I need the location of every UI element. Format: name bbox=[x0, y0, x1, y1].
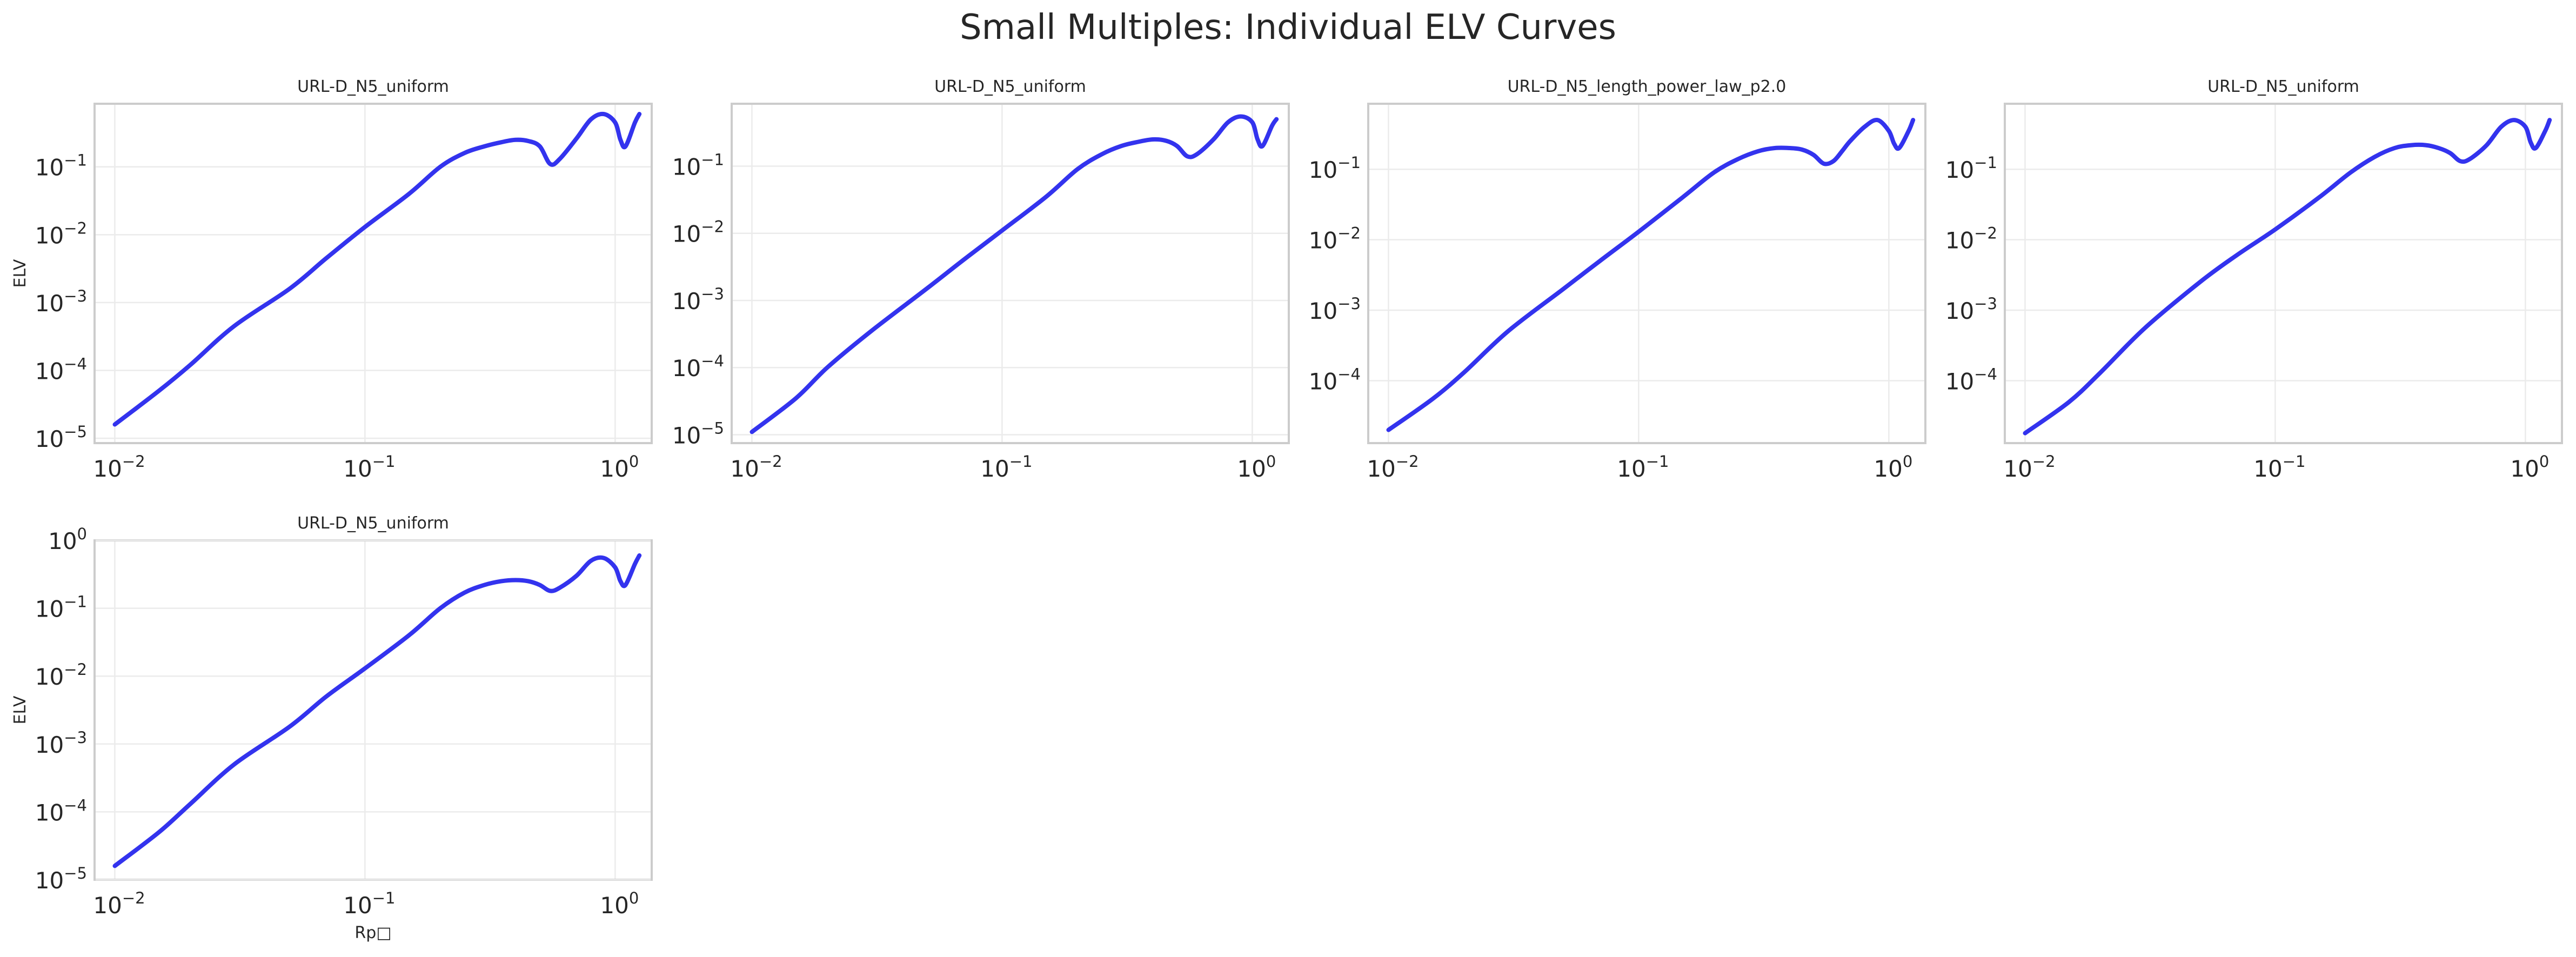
y-tick-label: 10−5 bbox=[35, 423, 87, 452]
x-tick-label: 100 bbox=[600, 889, 639, 919]
figure-title: Small Multiples: Individual ELV Curves bbox=[960, 8, 1616, 48]
y-tick-label: 10−4 bbox=[35, 355, 87, 385]
y-tick-label: 10−3 bbox=[672, 285, 724, 314]
y-tick-label: 10−1 bbox=[1945, 153, 1997, 183]
plot-area bbox=[731, 103, 1290, 444]
y-tick-label: 10−2 bbox=[1945, 224, 1997, 254]
y-tick-label: 10−3 bbox=[35, 287, 87, 317]
x-tick-label: 10−1 bbox=[343, 889, 395, 919]
y-tick-label: 10−3 bbox=[1309, 295, 1361, 324]
y-tick-label: 10−3 bbox=[1945, 295, 1997, 324]
y-axis-label: ELV bbox=[11, 695, 30, 724]
x-tick-label: 10−1 bbox=[343, 452, 395, 482]
y-tick-label: 10−4 bbox=[1309, 365, 1361, 394]
elv-curve bbox=[2023, 118, 2552, 436]
y-tick-label: 10−4 bbox=[35, 796, 87, 826]
y-tick-label: 10−3 bbox=[35, 728, 87, 758]
y-tick-label: 10−4 bbox=[672, 352, 724, 382]
panel-title: URL-D_N5_uniform bbox=[297, 514, 449, 533]
y-tick-label: 10−1 bbox=[35, 593, 87, 623]
plot-area bbox=[93, 539, 653, 881]
panel-title: URL-D_N5_uniform bbox=[2207, 77, 2359, 96]
chart-panel-2: 10−2 10−1 100 10−5 10−4 10−3 10−2 10−1 URL-D_N5_… bbox=[672, 77, 1290, 482]
x-tick-label: 10−2 bbox=[2003, 452, 2055, 482]
x-tick-label: 10−2 bbox=[93, 889, 145, 919]
panel-title: URL-D_N5_uniform bbox=[297, 77, 449, 96]
elv-curve bbox=[112, 111, 642, 427]
elv-curve bbox=[112, 553, 642, 868]
x-tick-label: 10−1 bbox=[1617, 452, 1669, 482]
chart-panel-4: 10−2 10−1 100 10−4 10−3 10−2 10−1 URL-D_N5_unif… bbox=[1945, 77, 2563, 482]
chart-panel-3: 10−2 10−1 100 10−4 10−3 10−2 10−1 URL-D_N5_leng… bbox=[1309, 77, 1926, 482]
chart-panel-1: 10−2 10−1 100 10−5 10−4 10−3 10−2 10−1 URL-D_N5_… bbox=[11, 77, 653, 482]
x-axis-label: Rp□ bbox=[354, 923, 391, 942]
elv-curve bbox=[1386, 117, 1916, 432]
y-axis-label: ELV bbox=[11, 259, 30, 287]
y-tick-label: 10−2 bbox=[35, 219, 87, 249]
x-tick-label: 100 bbox=[1874, 452, 1912, 482]
y-tick-label: 10−5 bbox=[672, 419, 724, 449]
x-tick-label: 100 bbox=[2510, 452, 2549, 482]
y-tick-label: 10−2 bbox=[672, 218, 724, 247]
y-tick-label: 10−2 bbox=[1309, 224, 1361, 254]
x-tick-label: 10−1 bbox=[2253, 452, 2305, 482]
plot-area bbox=[93, 103, 653, 444]
x-tick-label: 100 bbox=[1237, 452, 1276, 482]
panel-title: URL-D_N5_uniform bbox=[934, 77, 1086, 96]
panel-title: URL-D_N5_length_power_law_p2.0 bbox=[1508, 77, 1787, 96]
x-tick-label: 10−2 bbox=[93, 452, 145, 482]
x-tick-label: 10−2 bbox=[730, 452, 782, 482]
chart-panel-5: 10−2 10−1 100 10−5 10−4 10−3 10−2 10−1 100 URL-D_… bbox=[11, 514, 653, 942]
x-tick-label: 10−2 bbox=[1367, 452, 1419, 482]
x-tick-label: 100 bbox=[600, 452, 639, 482]
y-tick-label: 10−1 bbox=[35, 151, 87, 181]
y-tick-label: 100 bbox=[48, 525, 87, 554]
y-tick-label: 10−1 bbox=[672, 150, 724, 180]
y-tick-label: 10−4 bbox=[1945, 365, 1997, 394]
y-tick-label: 10−1 bbox=[1309, 153, 1361, 183]
y-tick-label: 10−5 bbox=[35, 864, 87, 894]
x-tick-label: 10−1 bbox=[980, 452, 1032, 482]
elv-curve bbox=[750, 114, 1279, 434]
y-tick-label: 10−2 bbox=[35, 660, 87, 690]
